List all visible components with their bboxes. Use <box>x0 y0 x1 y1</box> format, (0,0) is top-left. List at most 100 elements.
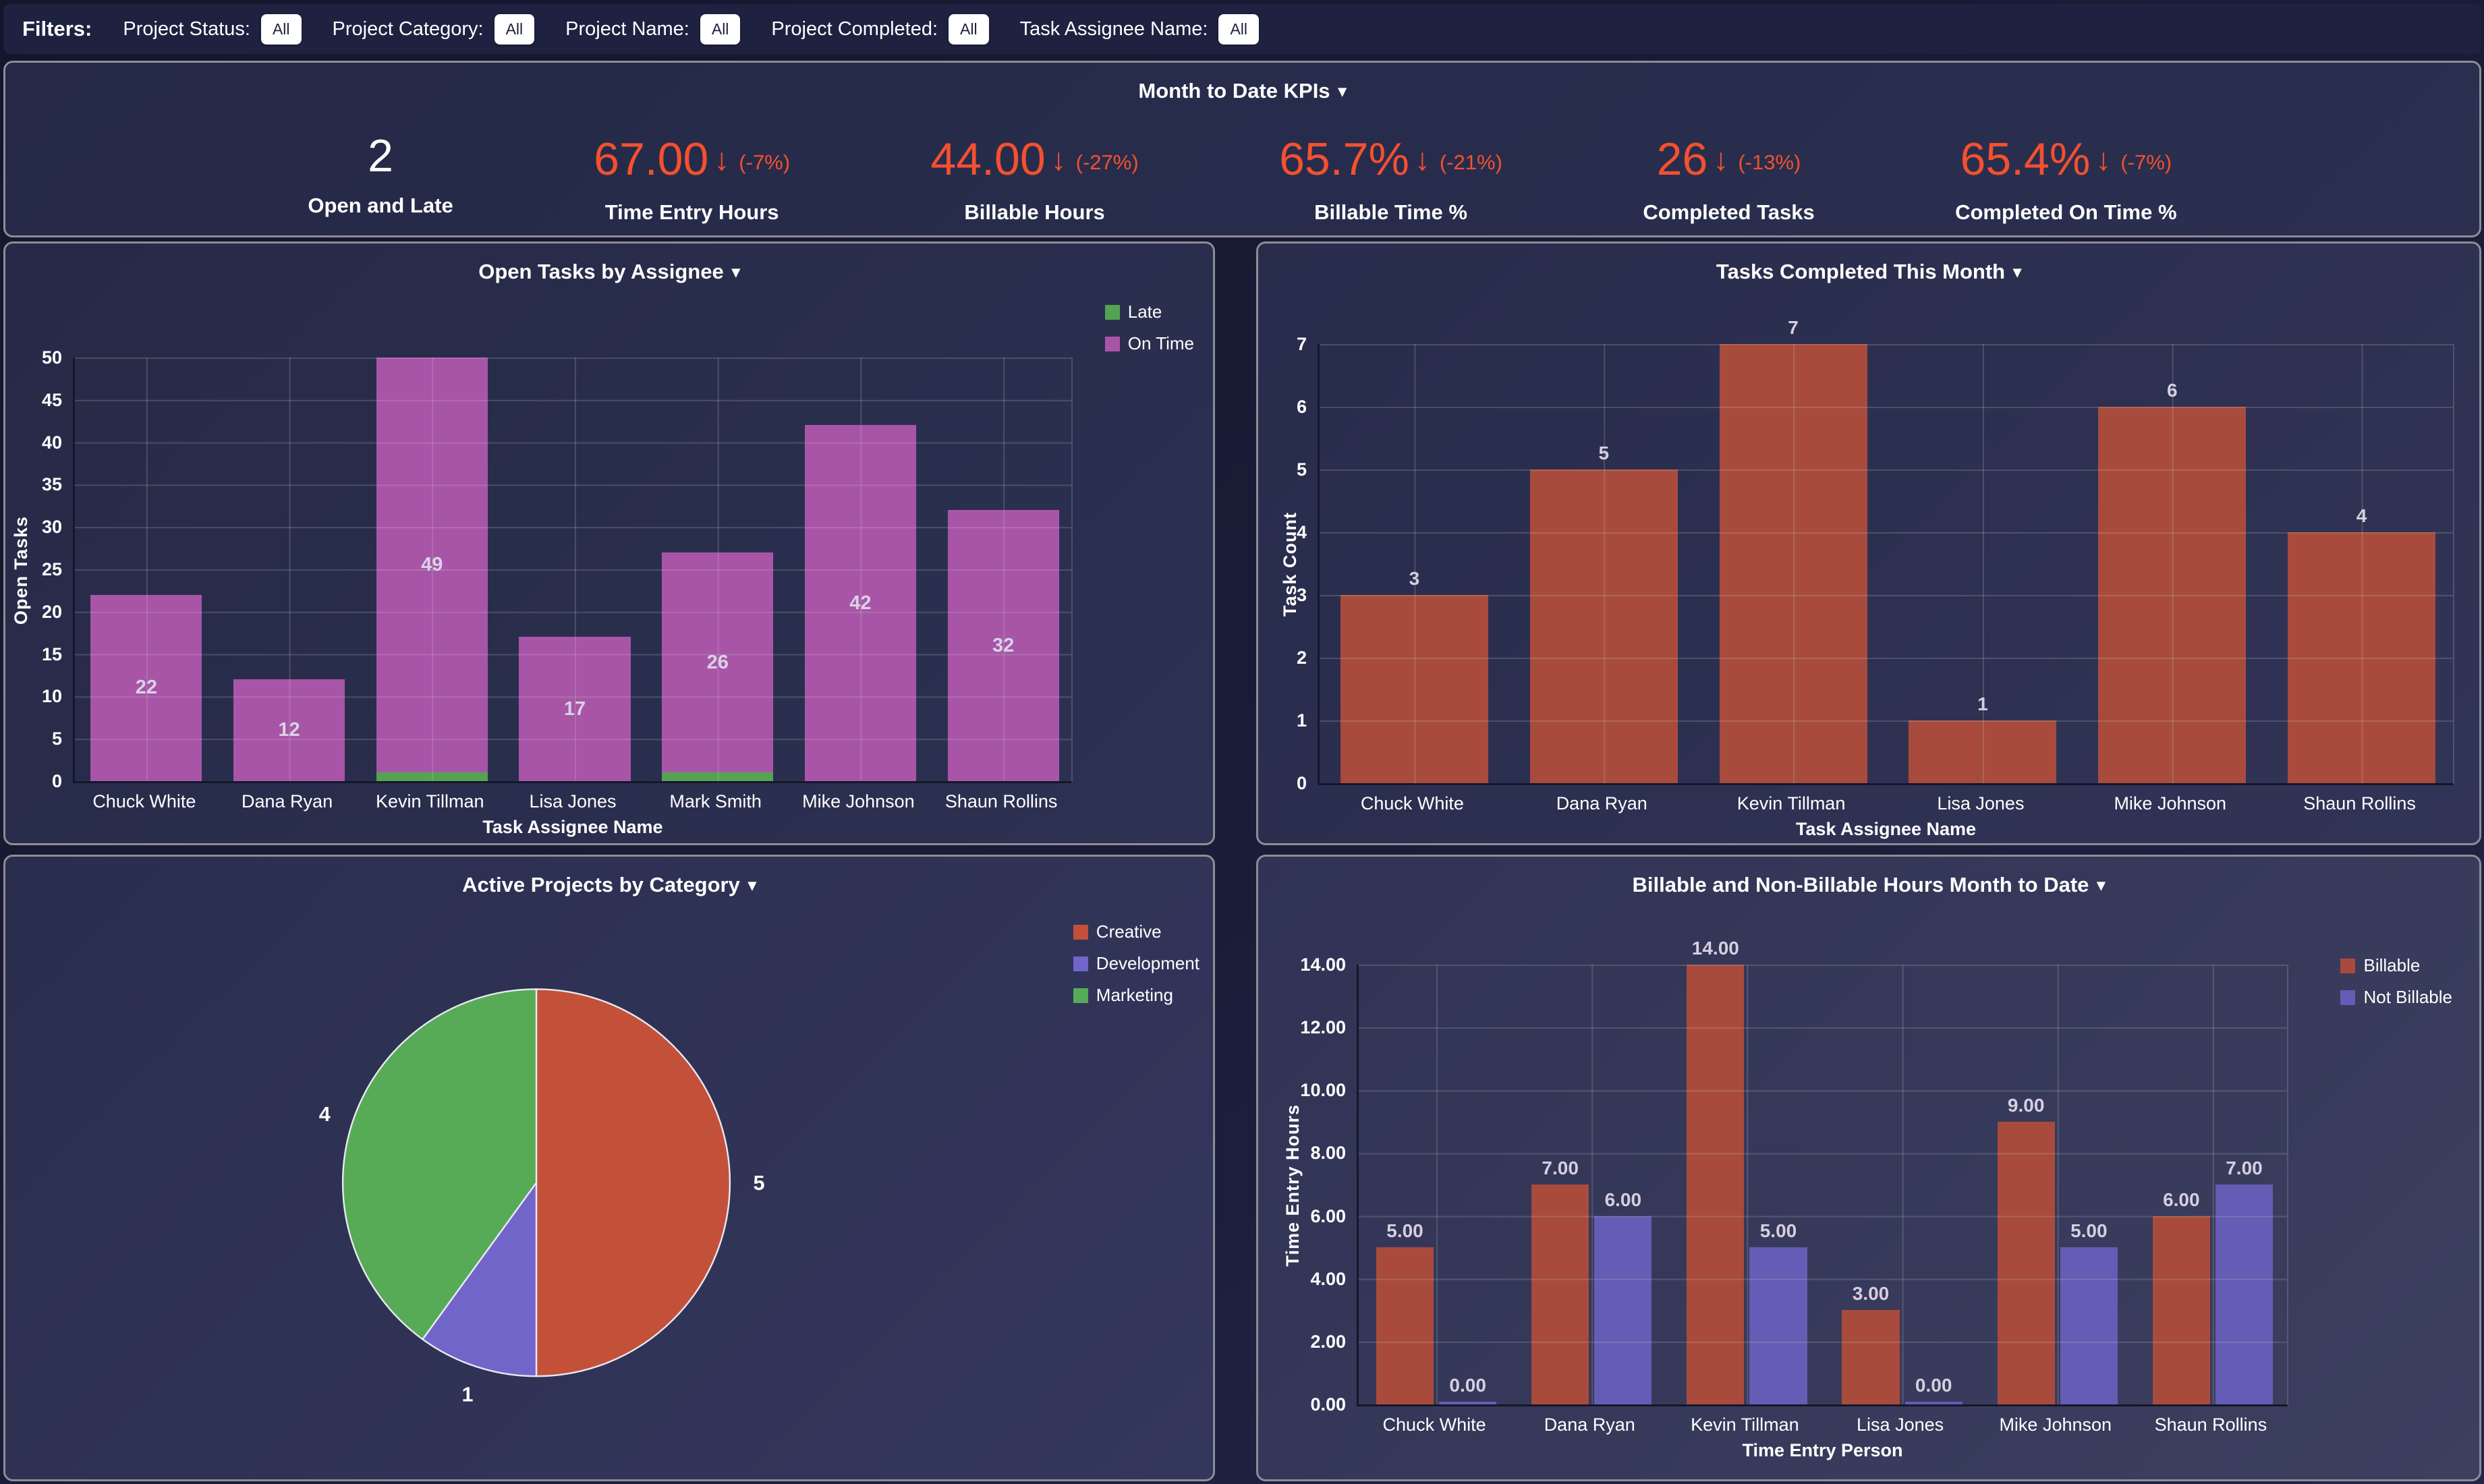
bar-value-label: 32 <box>992 634 1015 656</box>
bar-on-time[interactable]: 42 <box>804 425 916 781</box>
bar-group-shaun-rollins: 4 <box>2267 344 2456 783</box>
bar-group-kevin-tillman: 7 <box>1699 317 1888 783</box>
bar-stack-mike-johnson[interactable]: 42 <box>804 425 916 781</box>
y-axis-label: Time Entry Hours <box>1282 965 1303 1406</box>
y-tick-label: 15 <box>41 644 62 664</box>
open-tasks-title-text: Open Tasks by Assignee <box>478 260 724 283</box>
down-arrow-icon: ↓ <box>1713 142 1729 177</box>
bar-billable[interactable] <box>1376 1247 1434 1404</box>
legend-item-development[interactable]: Development <box>1073 953 1199 974</box>
bar-stack-mark-smith[interactable]: 26 <box>662 552 774 781</box>
bar-on-time[interactable]: 26 <box>662 552 774 773</box>
y-axis-label-text: Open Tasks <box>11 515 31 625</box>
bar-not-billable[interactable] <box>2215 1185 2274 1404</box>
legend: Creative Development Marketing <box>1073 921 1199 1006</box>
kpi-label: Open and Late <box>308 194 453 217</box>
legend-item-billable[interactable]: Billable <box>2340 955 2452 976</box>
bar-group-kevin-tillman: 14.00 5.00 <box>1669 938 1824 1404</box>
bar-billable[interactable] <box>1842 1310 1900 1404</box>
legend-swatch-on-time <box>1104 336 1120 351</box>
bar-stack-dana-ryan[interactable]: 12 <box>233 679 345 781</box>
down-arrow-icon: ↓ <box>714 142 730 177</box>
bar-on-time[interactable]: 12 <box>233 679 345 781</box>
y-tick-label: 10.00 <box>1300 1080 1346 1101</box>
bar-value-label: 7.00 <box>1542 1158 1579 1178</box>
bar-billable[interactable] <box>2152 1216 2210 1404</box>
legend-swatch-development <box>1073 956 1088 971</box>
bar-not-billable[interactable] <box>1904 1402 1963 1404</box>
bar-not-billable[interactable] <box>1439 1402 1497 1404</box>
bar-value-label: 14.00 <box>1691 938 1739 959</box>
down-arrow-icon: ↓ <box>1414 142 1430 177</box>
legend-item-on-time[interactable]: On Time <box>1104 333 1194 354</box>
kpi-open-and-late: 2 Open and Late <box>308 132 453 218</box>
legend-item-late[interactable]: Late <box>1104 302 1194 322</box>
projects-pie: 5 1 4 <box>319 988 764 1406</box>
kpi-delta: (-27%) <box>1075 150 1139 174</box>
legend-item-marketing[interactable]: Marketing <box>1073 985 1199 1006</box>
project-category-dropdown[interactable]: All <box>494 13 535 45</box>
bar-late[interactable] <box>662 772 774 781</box>
bar-on-time[interactable]: 17 <box>519 637 631 781</box>
legend-item-not-billable[interactable]: Not Billable <box>2340 987 2452 1008</box>
pie-slice-creative[interactable] <box>535 988 731 1377</box>
bar-task-count[interactable] <box>2288 532 2436 783</box>
bar-wrap: 5 <box>1529 443 1678 783</box>
billable-hours-title[interactable]: Billable and Non-Billable Hours Month to… <box>1258 873 2479 897</box>
bar-wrap: 0.00 <box>1439 1375 1497 1404</box>
legend-swatch-billable <box>2340 958 2356 973</box>
bar-billable[interactable] <box>1687 965 1745 1404</box>
bar-task-count[interactable] <box>1719 344 1867 783</box>
bar-billable[interactable] <box>1531 1185 1589 1404</box>
filter-project-name: Project Name: All <box>565 13 741 45</box>
x-axis-label: Task Assignee Name <box>1795 819 1977 839</box>
bar-on-time[interactable]: 22 <box>90 594 202 781</box>
filter-project-status: Project Status: All <box>123 13 302 45</box>
bar-not-billable[interactable] <box>1749 1247 1807 1404</box>
bar-wrap: 6.00 <box>2152 1189 2210 1404</box>
bar-wrap: 3 <box>1340 568 1488 783</box>
pie-slice-marketing[interactable] <box>342 988 538 1341</box>
tasks-completed-title[interactable]: Tasks Completed This Month ▾ <box>1258 260 2479 284</box>
kpi-panel-title[interactable]: Month to Date KPIs ▾ <box>5 79 2479 103</box>
bar-on-time[interactable]: 49 <box>376 358 488 773</box>
bar-task-count[interactable] <box>1909 720 2057 783</box>
bar-wrap: 6 <box>2098 380 2247 783</box>
bar-not-billable[interactable] <box>1594 1216 1652 1404</box>
bar-value-label: 5.00 <box>2070 1220 2108 1242</box>
kpi-delta: (-7%) <box>2120 150 2172 174</box>
bar-task-count[interactable] <box>2098 407 2247 783</box>
open-tasks-chart: 22 12 49 17 26 42 32 0 5 10 15 20 25 30 35 40 45 50 Chuck … <box>5 244 1213 843</box>
bar-wrap: 5.00 <box>2060 1220 2118 1404</box>
bar-stack-lisa-jones[interactable]: 17 <box>519 637 631 781</box>
kpi-value: 65.4% <box>1960 134 2091 185</box>
chevron-down-icon: ▾ <box>747 876 756 894</box>
pie-slice-development[interactable] <box>421 1180 538 1377</box>
x-axis-label: Time Entry Person <box>1742 1440 1903 1460</box>
bar-not-billable[interactable] <box>2060 1247 2118 1404</box>
open-tasks-title[interactable]: Open Tasks by Assignee ▾ <box>5 260 1213 284</box>
kpi-billable-hours: 44.00 ↓ (-27%) Billable Hours <box>930 132 1138 225</box>
legend-item-creative[interactable]: Creative <box>1073 921 1199 942</box>
bar-billable[interactable] <box>1997 1121 2055 1404</box>
kpi-value: 2 <box>368 130 393 181</box>
bar-value-label: 4 <box>2356 505 2367 526</box>
bar-stack-shaun-rollins[interactable]: 32 <box>947 510 1059 781</box>
bar-task-count[interactable] <box>1529 469 1678 783</box>
y-tick-label: 20 <box>41 601 62 622</box>
project-name-dropdown[interactable]: All <box>700 13 741 45</box>
projects-by-category-title[interactable]: Active Projects by Category ▾ <box>5 873 1213 897</box>
bar-value-label: 49 <box>421 554 443 576</box>
project-completed-dropdown[interactable]: All <box>949 13 989 45</box>
kpi-label: Completed On Time % <box>1955 200 2177 224</box>
kpi-value: 65.7% <box>1279 134 1409 185</box>
bar-late[interactable] <box>376 772 488 781</box>
billable-hours-chart: 5.00 0.00 7.00 6.00 14.00 5.00 3.00 0.00 9.00 5.0… <box>1258 857 2479 1479</box>
project-status-dropdown[interactable]: All <box>260 13 302 45</box>
bar-stack-chuck-white[interactable]: 22 <box>90 594 202 781</box>
bar-task-count[interactable] <box>1340 595 1488 783</box>
task-assignee-dropdown[interactable]: All <box>1218 13 1260 45</box>
filter-project-completed: Project Completed: All <box>771 13 989 45</box>
bar-stack-kevin-tillman[interactable]: 49 <box>376 358 488 781</box>
bar-on-time[interactable]: 32 <box>947 510 1059 781</box>
